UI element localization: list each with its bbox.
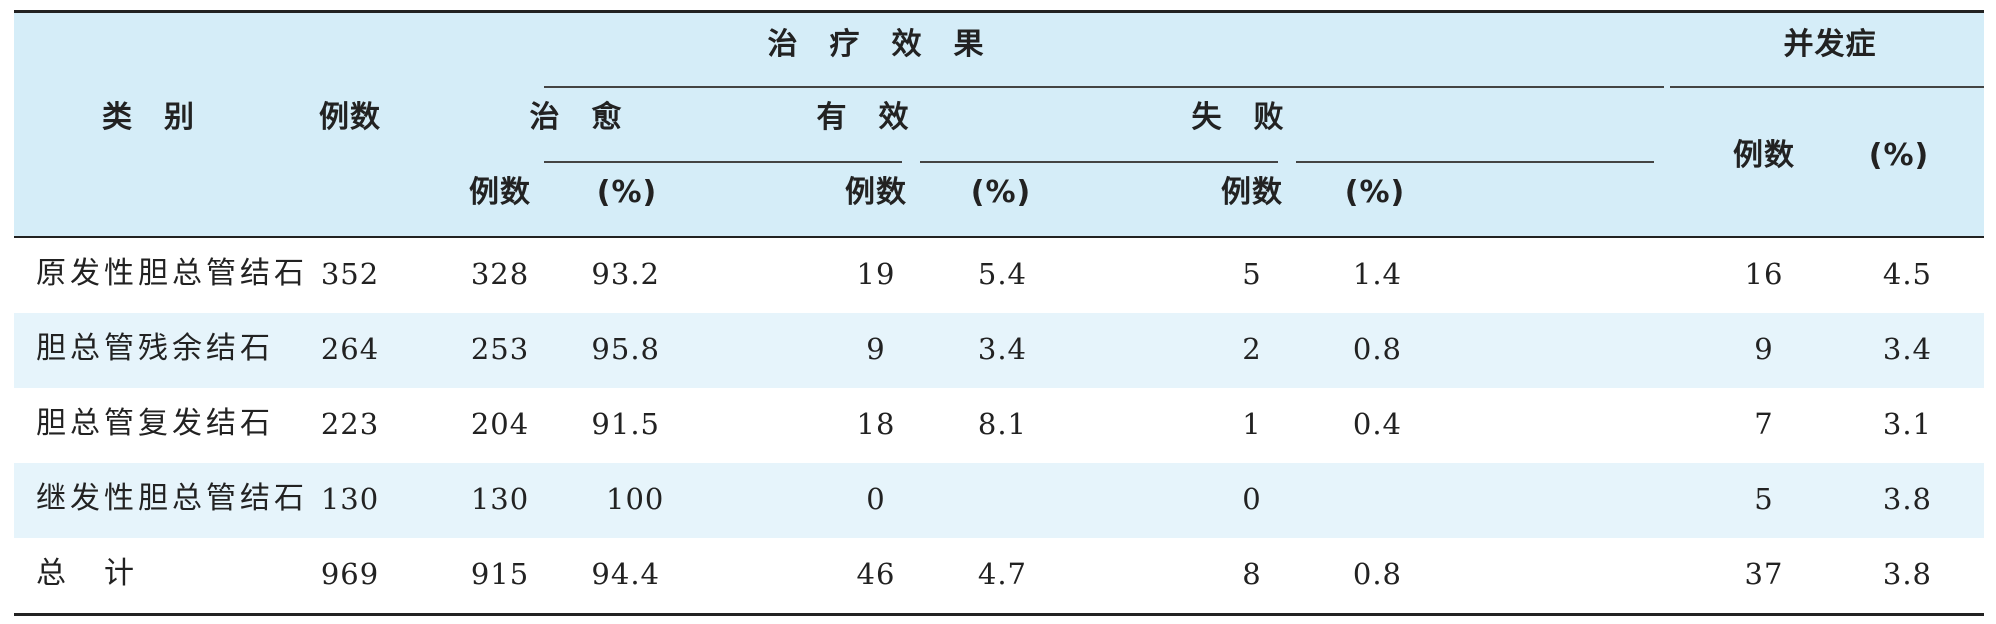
table-row: 继发性胆总管结石 130 130 100 0 0 5 3.8 [14,463,1984,538]
cell-cured-cases: 253 [470,332,530,366]
cell-failed-cases: 5 [1242,257,1262,291]
cell-effective-cases: 0 [866,482,886,516]
cell-effective-pct: 3.4 [977,332,1027,366]
cell-failed-pct: 0.8 [1352,557,1402,591]
header-rule-treatment [544,86,1664,88]
cell-cases: 130 [320,482,380,516]
header-effective-pct: (%) [970,175,1032,210]
cell-complication-pct: 3.1 [1882,407,1932,441]
bottom-rule [14,613,1984,616]
cell-cured-pct: 94.4 [591,557,660,591]
header-rule-effective [920,161,1278,163]
header-cases: 例数 [319,100,381,135]
cell-cured-pct: 91.5 [591,407,660,441]
cell-complication-cases: 37 [1744,557,1784,591]
cell-cured-pct: 95.8 [591,332,660,366]
table-row: 总 计 969 915 94.4 46 4.7 8 0.8 37 3.8 [14,538,1984,613]
cell-failed-cases: 0 [1242,482,1262,516]
cell-failed-pct: 0.8 [1352,332,1402,366]
cell-effective-pct: 5.4 [977,257,1027,291]
cell-failed-cases: 1 [1242,407,1262,441]
cell-category: 总 计 [36,556,138,591]
header-complication-cases: 例数 [1733,138,1795,173]
cell-category: 原发性胆总管结石 [36,256,308,291]
header-cured-cases: 例数 [469,175,531,210]
cell-failed-cases: 2 [1242,332,1262,366]
header-effective: 有 效 [816,100,910,135]
cell-complication-pct: 3.4 [1882,332,1932,366]
header-rule-failed [1296,161,1654,163]
cell-effective-pct: 8.1 [977,407,1027,441]
cell-complication-pct: 4.5 [1882,257,1932,291]
header-rule-complication [1670,86,1984,88]
cell-effective-cases: 9 [866,332,886,366]
top-rule [14,10,1984,13]
cell-complication-pct: 3.8 [1882,557,1932,591]
cell-complication-pct: 3.8 [1882,482,1932,516]
cell-complication-cases: 7 [1754,407,1774,441]
cell-category: 继发性胆总管结石 [36,481,308,516]
cell-cured-cases: 915 [470,557,530,591]
cell-effective-cases: 18 [856,407,896,441]
cell-cases: 223 [320,407,380,441]
header-effective-cases: 例数 [845,175,907,210]
cell-failed-pct: 1.4 [1352,257,1402,291]
cell-complication-cases: 16 [1744,257,1784,291]
table-row: 胆总管残余结石 264 253 95.8 9 3.4 2 0.8 9 3.4 [14,313,1984,388]
header-failed: 失 败 [1191,100,1285,135]
cell-cases: 969 [320,557,380,591]
cell-effective-cases: 46 [856,557,896,591]
cell-effective-pct: 4.7 [977,557,1027,591]
table-row: 原发性胆总管结石 352 328 93.2 19 5.4 5 1.4 16 4.5 [14,238,1984,313]
cell-failed-cases: 8 [1242,557,1262,591]
header-rule-cured [544,161,902,163]
header-complication: 并发症 [1783,27,1877,62]
header-bottom-rule [14,236,1984,238]
cell-effective-cases: 19 [856,257,896,291]
header-category: 类 别 [102,100,195,135]
header-cured: 治 愈 [529,100,623,135]
header-complication-pct: (%) [1868,138,1930,173]
header-failed-pct: (%) [1344,175,1406,210]
cell-cured-cases: 130 [470,482,530,516]
cell-failed-pct: 0.4 [1352,407,1402,441]
table-header-background [14,12,1984,236]
cell-cured-cases: 328 [470,257,530,291]
cell-complication-cases: 9 [1754,332,1774,366]
header-treatment-effect: 治 疗 效 果 [767,27,985,62]
table-row: 胆总管复发结石 223 204 91.5 18 8.1 1 0.4 7 3.1 [14,388,1984,463]
cell-cases: 352 [320,257,380,291]
header-cured-pct: (%) [596,175,658,210]
cell-cured-cases: 204 [470,407,530,441]
cell-category: 胆总管残余结石 [36,331,274,366]
cell-cases: 264 [320,332,380,366]
cell-cured-pct: 93.2 [591,257,660,291]
cell-category: 胆总管复发结石 [36,406,274,441]
header-failed-cases: 例数 [1221,175,1283,210]
cell-cured-pct: 100 [606,482,665,516]
cell-complication-cases: 5 [1754,482,1774,516]
